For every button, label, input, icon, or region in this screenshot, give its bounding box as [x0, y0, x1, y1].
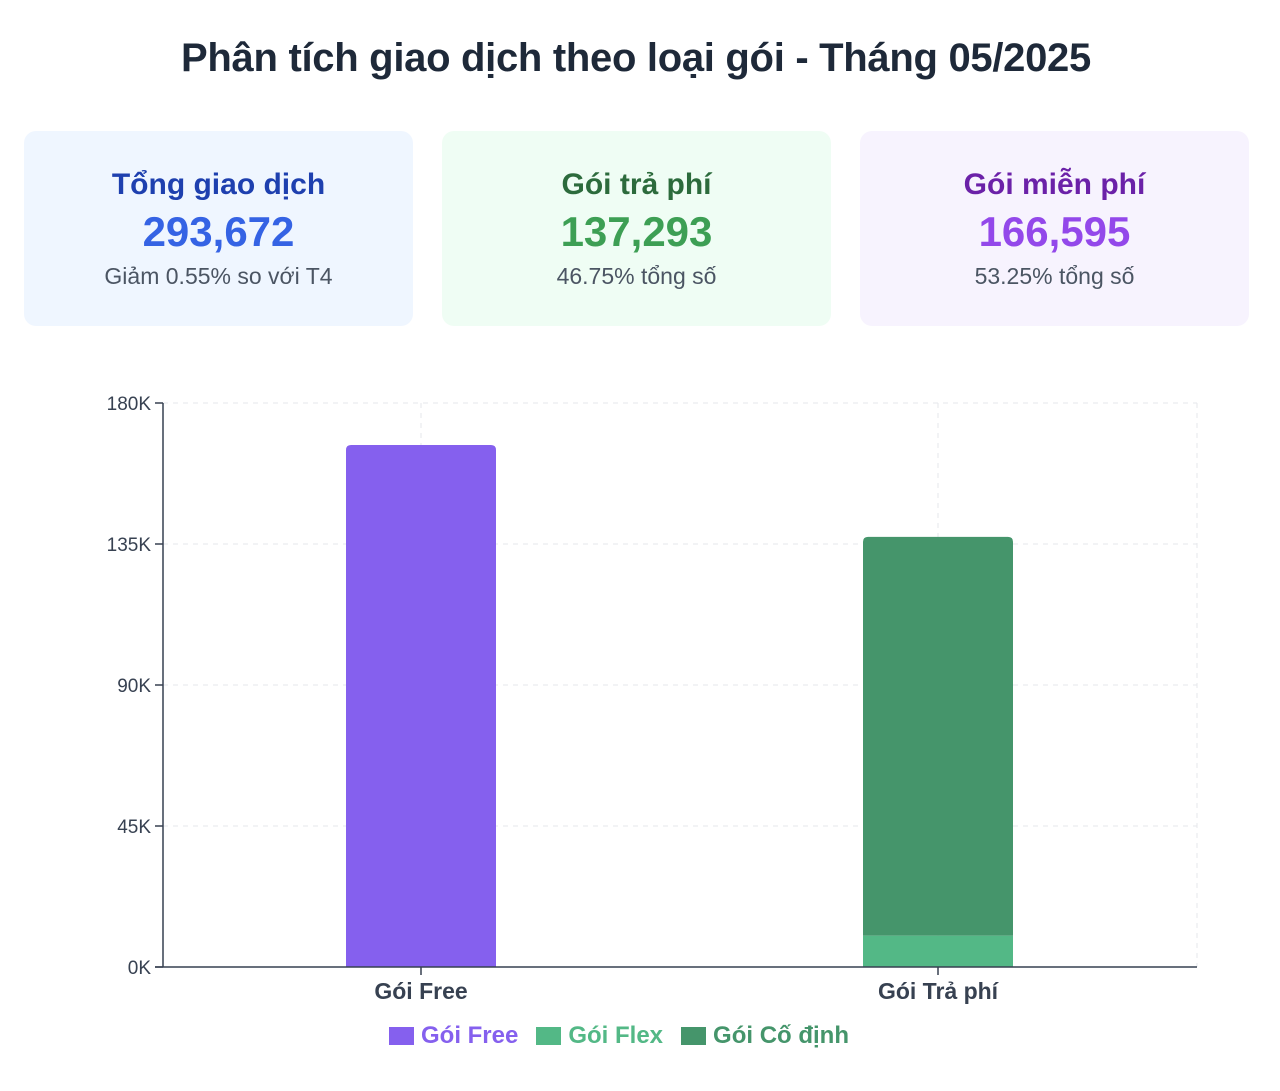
y-tick-label: 0K	[128, 958, 152, 979]
card-subtext: 46.75% tổng số	[556, 263, 717, 289]
bar-chart: 0K 45K 90K 135K 180K Gói Free Gói Trả phí	[107, 394, 1198, 1004]
legend-swatch	[536, 1027, 562, 1045]
legend-swatch	[388, 1027, 414, 1045]
legend-item[interactable]: Gói Cố định	[681, 1022, 849, 1050]
card-subtext: 53.25% tổng số	[974, 263, 1135, 289]
card-value: 137,293	[560, 208, 713, 255]
card-subtext: Giảm 0.55% so với T4	[104, 263, 333, 289]
summary-cards: Tổng giao dịch 293,672 Giảm 0.55% so với…	[24, 131, 1250, 326]
legend-swatch	[681, 1027, 707, 1045]
card-value: 166,595	[978, 208, 1131, 255]
y-tick-label: 90K	[117, 676, 151, 697]
legend-label: Gói Flex	[568, 1022, 664, 1049]
card-label: Tổng giao dịch	[111, 168, 326, 201]
page-title: Phân tích giao dịch theo loại gói - Thán…	[181, 36, 1091, 80]
card-total-transactions: Tổng giao dịch 293,672 Giảm 0.55% so với…	[24, 131, 413, 326]
bar-segment	[346, 445, 496, 967]
bar-segment	[863, 536, 1013, 936]
card-free-plans: Gói miễn phí 166,595 53.25% tổng số	[860, 131, 1249, 326]
chart-legend: Gói Free Gói Flex Gói Cố định	[0, 1022, 1238, 1050]
card-label: Gói trả phí	[561, 168, 712, 201]
legend-label: Gói Free	[420, 1022, 519, 1049]
x-tick-label: Gói Trả phí	[878, 978, 1000, 1004]
bar-segment	[863, 935, 1013, 967]
legend-item[interactable]: Gói Free	[388, 1022, 519, 1050]
chart-area: 0K 45K 90K 135K 180K Gói Free Gói Trả phí	[0, 380, 1280, 1080]
x-tick-label: Gói Free	[374, 978, 467, 1004]
legend-item[interactable]: Gói Flex	[536, 1022, 663, 1050]
card-paid-plans: Gói trả phí 137,293 46.75% tổng số	[442, 131, 831, 326]
card-label: Gói miễn phí	[963, 168, 1146, 201]
card-value: 293,672	[142, 208, 295, 255]
y-tick-label: 45K	[117, 817, 151, 838]
y-tick-label: 135K	[107, 535, 152, 556]
y-tick-label: 180K	[107, 394, 152, 415]
legend-label: Gói Cố định	[713, 1022, 850, 1049]
